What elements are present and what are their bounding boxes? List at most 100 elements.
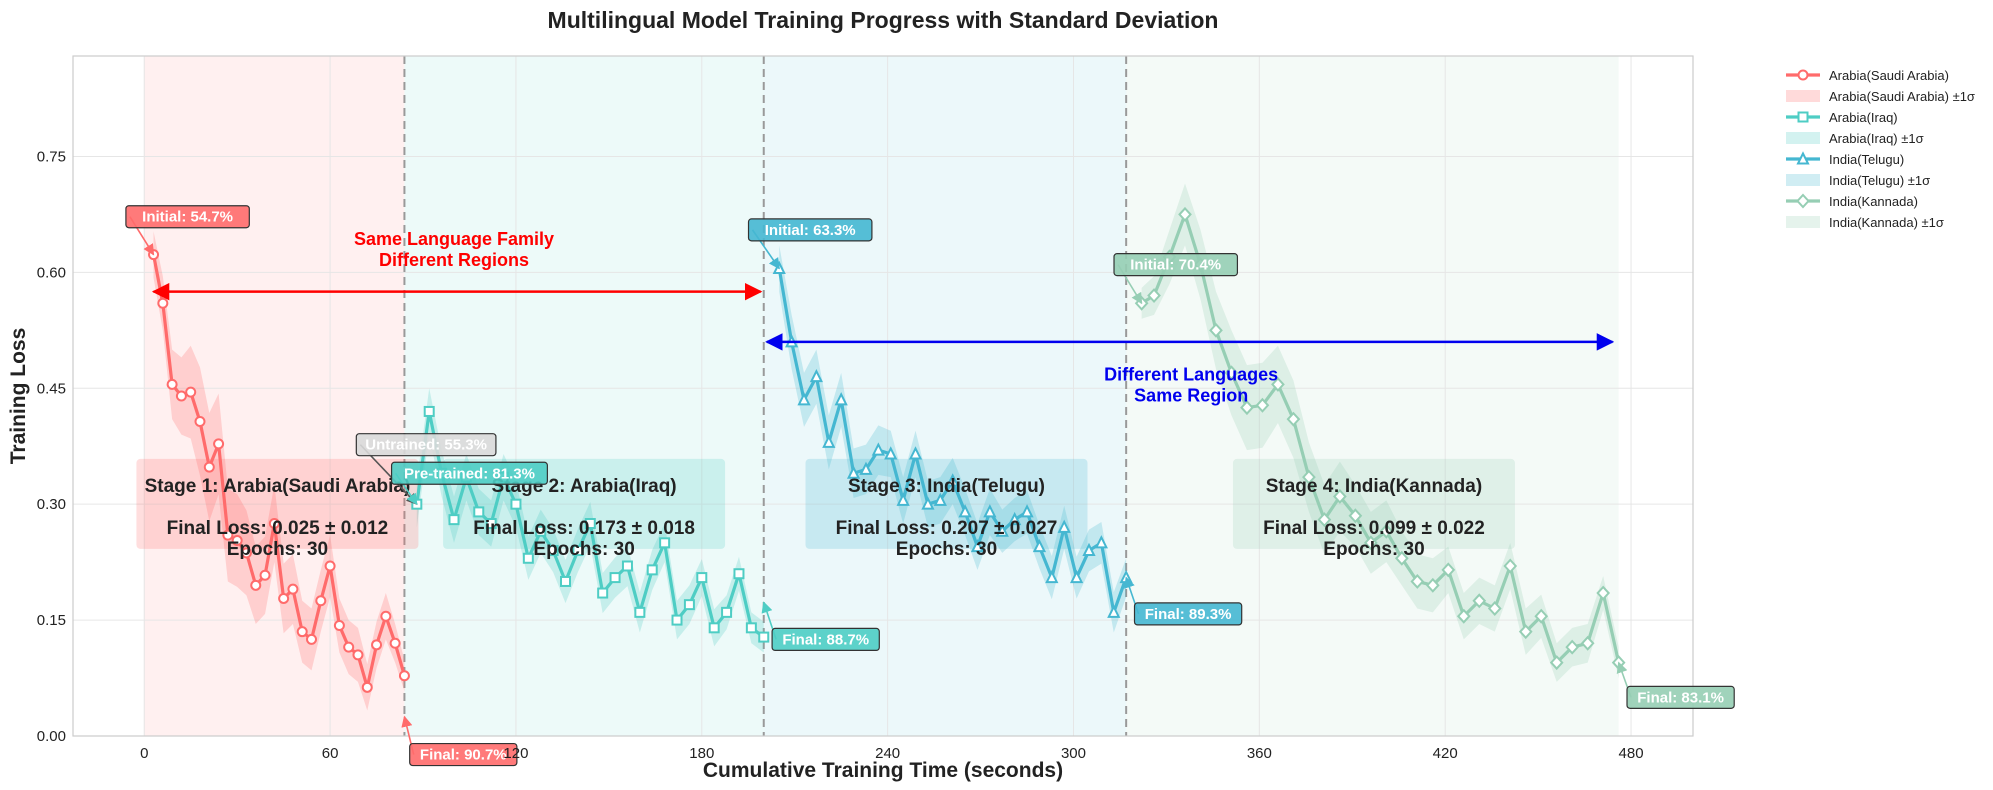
data-point [1410, 573, 1425, 589]
annotation-label: Initial: 54.7% [142, 209, 233, 226]
legend-band-swatch [1786, 90, 1820, 102]
data-point [278, 592, 290, 604]
data-point [1796, 151, 1810, 165]
data-point [175, 390, 187, 402]
data-point [1425, 577, 1440, 593]
annotation-label: Initial: 63.3% [765, 222, 856, 239]
annotation-box [390, 461, 548, 485]
data-point [485, 518, 497, 529]
legend-entry: India(Kannada) ±1σ [1829, 215, 1944, 230]
data-point [1240, 400, 1254, 416]
x-axis-label: Cumulative Training Time (seconds) [703, 759, 1063, 782]
data-point [250, 579, 262, 591]
stage-epochs: Epochs: 30 [227, 539, 328, 560]
data-point [1082, 542, 1096, 557]
data-point [1364, 535, 1378, 551]
data-point [1094, 535, 1108, 549]
y-tick-label: 0.00 [37, 728, 66, 745]
annotation-box [1133, 602, 1243, 626]
data-point [361, 681, 373, 693]
data-point [896, 492, 910, 506]
data-point [1596, 585, 1611, 601]
annotation-box [125, 205, 250, 229]
data-point [834, 392, 848, 406]
stage-final-loss: Final Loss: 0.173 ± 0.018 [473, 518, 695, 539]
annotation-box [355, 433, 497, 457]
data-point [1797, 69, 1809, 81]
y-tick-label: 0.75 [37, 148, 66, 165]
y-tick-label: 0.45 [37, 380, 66, 397]
data-point [1503, 558, 1518, 574]
stage-epochs: Epochs: 30 [533, 539, 634, 560]
data-point [1348, 508, 1363, 524]
data-point [315, 595, 327, 607]
legend-entry: Arabia(Saudi Arabia) ±1σ [1829, 89, 1975, 104]
data-point [1518, 624, 1533, 640]
legend-entry: India(Telugu) [1829, 152, 1904, 167]
data-point [1008, 511, 1022, 526]
std-band [153, 231, 405, 711]
series-group [772, 260, 1133, 618]
data-point [671, 614, 683, 626]
data-point [995, 523, 1009, 537]
data-point [1441, 562, 1456, 578]
data-point [659, 537, 671, 549]
stage-box [1232, 458, 1515, 549]
data-point [1147, 288, 1161, 304]
legend-entry: India(Kannada) [1829, 194, 1918, 209]
stage-final-loss: Final Loss: 0.099 ± 0.022 [1263, 518, 1485, 539]
data-point [1302, 469, 1316, 485]
stage-box [136, 458, 419, 549]
data-point [1534, 608, 1549, 624]
data-point [306, 633, 318, 645]
x-tick-label: 420 [1433, 745, 1458, 762]
x-tick-label: 360 [1247, 745, 1272, 762]
data-point [259, 569, 271, 581]
stage-epochs: Epochs: 30 [1323, 539, 1424, 560]
data-point [1797, 111, 1809, 123]
data-point [809, 368, 824, 383]
std-band [779, 245, 1127, 633]
data-point [597, 587, 609, 599]
data-point [884, 446, 898, 460]
annotation-label: Final: 88.7% [782, 631, 869, 648]
plot-frame [72, 55, 1694, 737]
stage-background [404, 56, 764, 736]
legend-band-swatch [1786, 216, 1820, 228]
data-point [683, 599, 695, 611]
data-point [946, 473, 960, 487]
stage-title: Stage 4: India(Kannada) [1266, 476, 1482, 497]
data-point [398, 670, 410, 682]
data-point [921, 496, 935, 510]
data-point [1045, 569, 1059, 584]
data-point [535, 525, 547, 537]
data-point [1286, 411, 1301, 427]
stage-final-loss: Final Loss: 0.025 ± 0.012 [167, 518, 389, 539]
data-point [646, 564, 658, 576]
series-line [151, 254, 406, 689]
data-point [634, 606, 646, 618]
data-point [1020, 504, 1034, 518]
legend-entry: Arabia(Iraq) [1829, 110, 1898, 125]
data-point [797, 392, 811, 406]
annotation-box [1626, 685, 1735, 709]
annotation-label: Initial: 70.4% [1130, 257, 1221, 274]
data-point [1379, 523, 1394, 539]
data-point [1178, 206, 1192, 222]
data-point [1456, 608, 1471, 624]
data-point [547, 545, 559, 557]
stage-box [805, 458, 1088, 549]
annotation-label: Final: 90.7% [420, 747, 507, 764]
data-point [1472, 593, 1487, 609]
x-tick-label: 240 [875, 745, 900, 762]
data-point [733, 568, 745, 580]
comparison-label: Different Regions [379, 250, 529, 270]
x-tick-label: 0 [140, 745, 148, 762]
comparison-label: Same Language Family [354, 229, 554, 249]
stage-epochs: Epochs: 30 [896, 539, 997, 560]
data-point [1224, 365, 1239, 381]
data-point [423, 405, 435, 417]
data-point [222, 529, 234, 541]
data-point [448, 514, 460, 526]
